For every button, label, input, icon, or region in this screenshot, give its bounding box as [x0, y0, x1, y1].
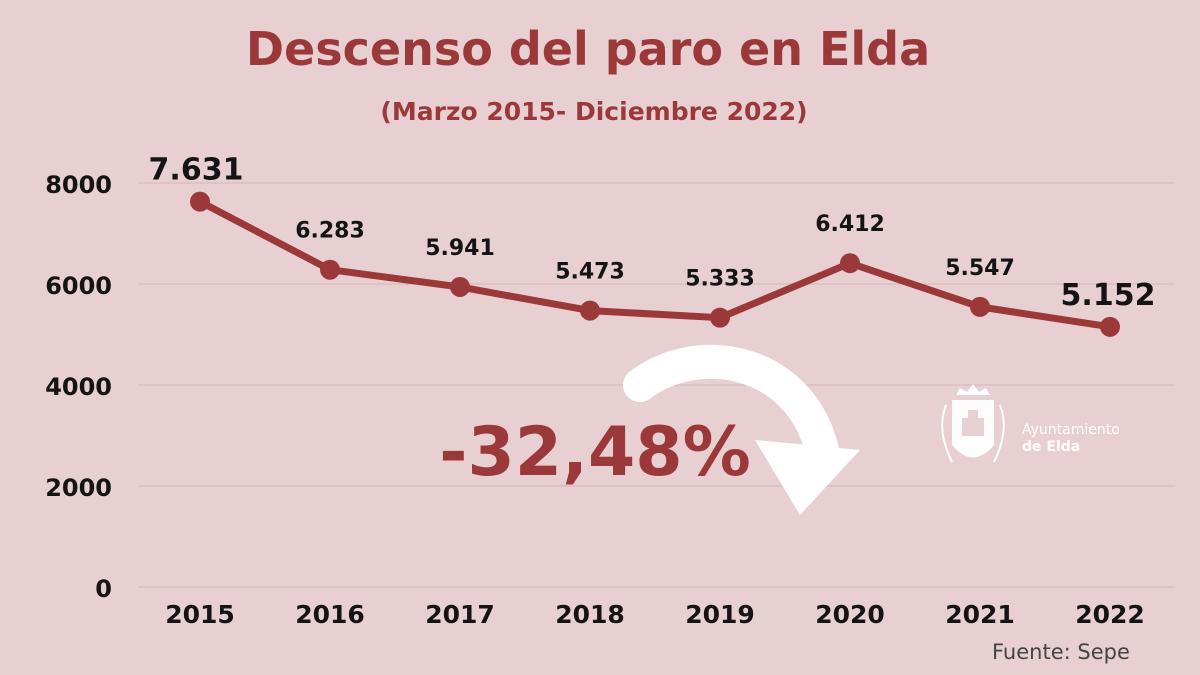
x-axis-ticks: 2015 2016 2017 2018 2019 2020 2021 2022 — [165, 600, 1145, 629]
data-point — [710, 307, 730, 328]
y-tick-label: 8000 — [45, 171, 112, 199]
data-label: 5.473 — [555, 260, 625, 285]
data-label: 5.152 — [1061, 278, 1156, 313]
data-point — [320, 259, 340, 280]
x-tick-label: 2020 — [815, 600, 885, 629]
data-label: 5.547 — [945, 256, 1015, 281]
chart-subtitle: (Marzo 2015- Diciembre 2022) — [380, 97, 807, 126]
data-label: 6.412 — [815, 212, 885, 237]
data-point — [1100, 316, 1120, 337]
data-point — [450, 276, 470, 297]
y-tick-label: 6000 — [45, 272, 112, 300]
x-tick-label: 2018 — [555, 600, 625, 629]
data-point — [190, 191, 210, 212]
data-point — [840, 253, 860, 274]
y-axis-ticks: 0 2000 4000 6000 8000 — [45, 171, 112, 603]
x-tick-label: 2019 — [685, 600, 755, 629]
source-note: Fuente: Sepe — [992, 640, 1130, 664]
change-percentage: -32,48% — [439, 413, 750, 492]
data-point — [970, 296, 990, 317]
y-tick-label: 2000 — [45, 474, 112, 502]
data-label: 5.941 — [425, 236, 495, 261]
data-point — [580, 300, 600, 321]
ayuntamiento-logo: Ayuntamiento de Elda — [941, 384, 1120, 463]
x-tick-label: 2016 — [295, 600, 365, 629]
series-line-path — [196, 198, 1114, 331]
logo-line-1: Ayuntamiento — [1022, 422, 1120, 438]
logo-line-2: de Elda — [1022, 439, 1080, 455]
down-arrow-icon — [623, 344, 860, 515]
data-labels: 7.631 6.283 5.941 5.473 5.333 6.412 5.547 5.152 — [149, 153, 1156, 313]
data-label: 7.631 — [149, 153, 244, 188]
series-line — [190, 191, 1120, 337]
x-tick-label: 2015 — [165, 600, 235, 629]
y-tick-label: 4000 — [45, 373, 112, 401]
data-label: 5.333 — [685, 267, 755, 292]
coat-of-arms-icon — [941, 384, 1005, 463]
data-label: 6.283 — [295, 219, 365, 244]
y-tick-label: 0 — [95, 575, 112, 603]
x-tick-label: 2017 — [425, 600, 495, 629]
x-tick-label: 2021 — [945, 600, 1015, 629]
chart-title: Descenso del paro en Elda — [246, 22, 930, 76]
x-tick-label: 2022 — [1075, 600, 1145, 629]
